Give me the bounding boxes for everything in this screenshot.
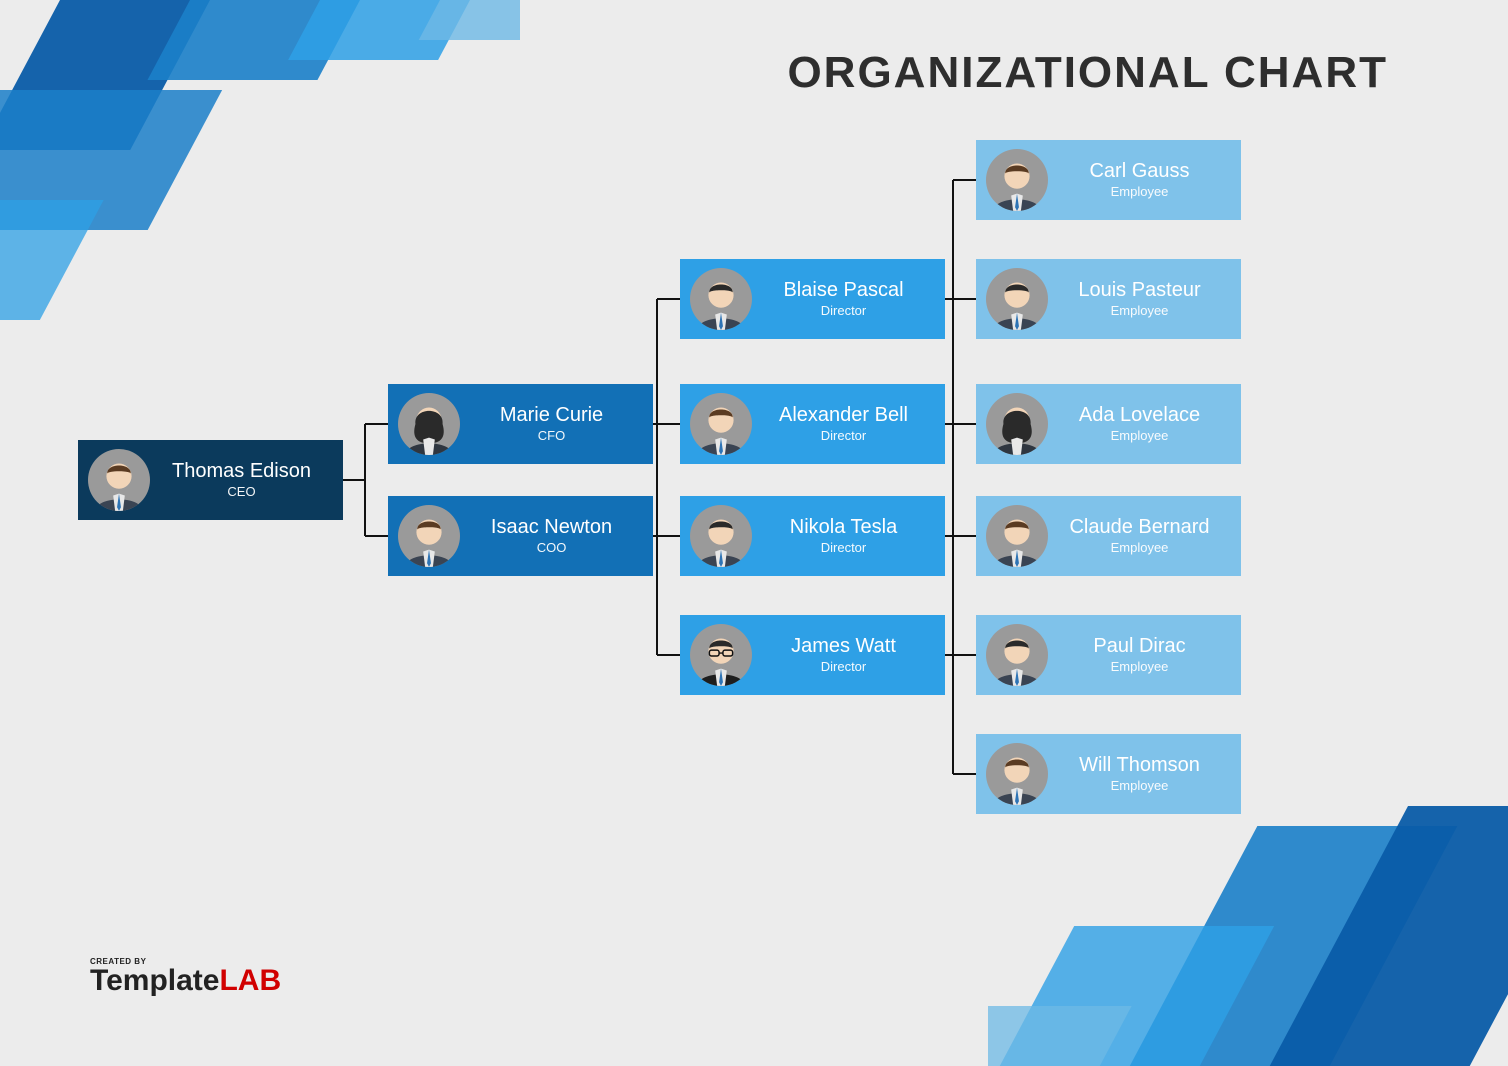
org-card-name: Blaise Pascal — [752, 278, 935, 302]
org-card-text: Louis PasteurEmployee — [1048, 278, 1241, 320]
avatar-icon — [690, 393, 752, 455]
org-card-d1: Blaise PascalDirector — [680, 259, 945, 339]
org-card-role: COO — [460, 539, 643, 557]
org-card-text: Nikola TeslaDirector — [752, 515, 945, 557]
avatar-icon — [690, 624, 752, 686]
avatar-icon — [690, 268, 752, 330]
org-card-role: Employee — [1048, 658, 1231, 676]
org-card-ceo: Thomas EdisonCEO — [78, 440, 343, 520]
footer-brand-part2: LAB — [219, 964, 281, 997]
org-card-name: Isaac Newton — [460, 515, 643, 539]
avatar-icon — [690, 505, 752, 567]
org-card-e6: Will ThomsonEmployee — [976, 734, 1241, 814]
org-card-d3: Nikola TeslaDirector — [680, 496, 945, 576]
footer-brand-part1: Template — [90, 964, 219, 997]
org-card-e4: Claude BernardEmployee — [976, 496, 1241, 576]
org-card-name: Ada Lovelace — [1048, 403, 1231, 427]
org-card-e1: Carl GaussEmployee — [976, 140, 1241, 220]
org-card-name: Nikola Tesla — [752, 515, 935, 539]
org-card-role: Director — [752, 539, 935, 557]
org-card-name: Thomas Edison — [150, 459, 333, 483]
footer-brand: TemplateLAB — [90, 966, 281, 996]
org-card-text: Claude BernardEmployee — [1048, 515, 1241, 557]
org-card-name: Will Thomson — [1048, 753, 1231, 777]
org-chart: Thomas EdisonCEO Marie CurieCFO Isaac Ne… — [0, 0, 1508, 1066]
avatar-icon — [986, 743, 1048, 805]
org-card-role: Employee — [1048, 302, 1231, 320]
avatar-icon — [986, 624, 1048, 686]
org-card-text: Thomas EdisonCEO — [150, 459, 343, 501]
avatar-icon — [88, 449, 150, 511]
org-card-text: Carl GaussEmployee — [1048, 159, 1241, 201]
footer-logo: CREATED BY TemplateLAB — [90, 957, 281, 996]
org-card-role: Employee — [1048, 777, 1231, 795]
org-card-text: Blaise PascalDirector — [752, 278, 945, 320]
org-card-text: Isaac NewtonCOO — [460, 515, 653, 557]
org-card-name: Alexander Bell — [752, 403, 935, 427]
org-card-role: Director — [752, 427, 935, 445]
org-card-text: Marie CurieCFO — [460, 403, 653, 445]
org-card-role: Employee — [1048, 183, 1231, 201]
org-card-name: Louis Pasteur — [1048, 278, 1231, 302]
avatar-icon — [398, 393, 460, 455]
org-card-role: CFO — [460, 427, 643, 445]
avatar-icon — [986, 149, 1048, 211]
avatar-icon — [398, 505, 460, 567]
org-card-e3: Ada LovelaceEmployee — [976, 384, 1241, 464]
org-card-name: Marie Curie — [460, 403, 643, 427]
org-card-text: Ada LovelaceEmployee — [1048, 403, 1241, 445]
org-card-name: Carl Gauss — [1048, 159, 1231, 183]
org-card-d4: James WattDirector — [680, 615, 945, 695]
avatar-icon — [986, 505, 1048, 567]
org-card-text: Paul DiracEmployee — [1048, 634, 1241, 676]
org-card-text: Alexander BellDirector — [752, 403, 945, 445]
org-card-coo: Isaac NewtonCOO — [388, 496, 653, 576]
org-card-d2: Alexander BellDirector — [680, 384, 945, 464]
org-card-role: CEO — [150, 483, 333, 501]
org-card-e5: Paul DiracEmployee — [976, 615, 1241, 695]
org-card-role: Director — [752, 658, 935, 676]
avatar-icon — [986, 393, 1048, 455]
org-card-text: Will ThomsonEmployee — [1048, 753, 1241, 795]
org-card-role: Director — [752, 302, 935, 320]
org-card-text: James WattDirector — [752, 634, 945, 676]
avatar-icon — [986, 268, 1048, 330]
org-card-cfo: Marie CurieCFO — [388, 384, 653, 464]
org-card-role: Employee — [1048, 427, 1231, 445]
org-card-name: Claude Bernard — [1048, 515, 1231, 539]
org-card-name: James Watt — [752, 634, 935, 658]
org-card-e2: Louis PasteurEmployee — [976, 259, 1241, 339]
org-card-name: Paul Dirac — [1048, 634, 1231, 658]
org-card-role: Employee — [1048, 539, 1231, 557]
